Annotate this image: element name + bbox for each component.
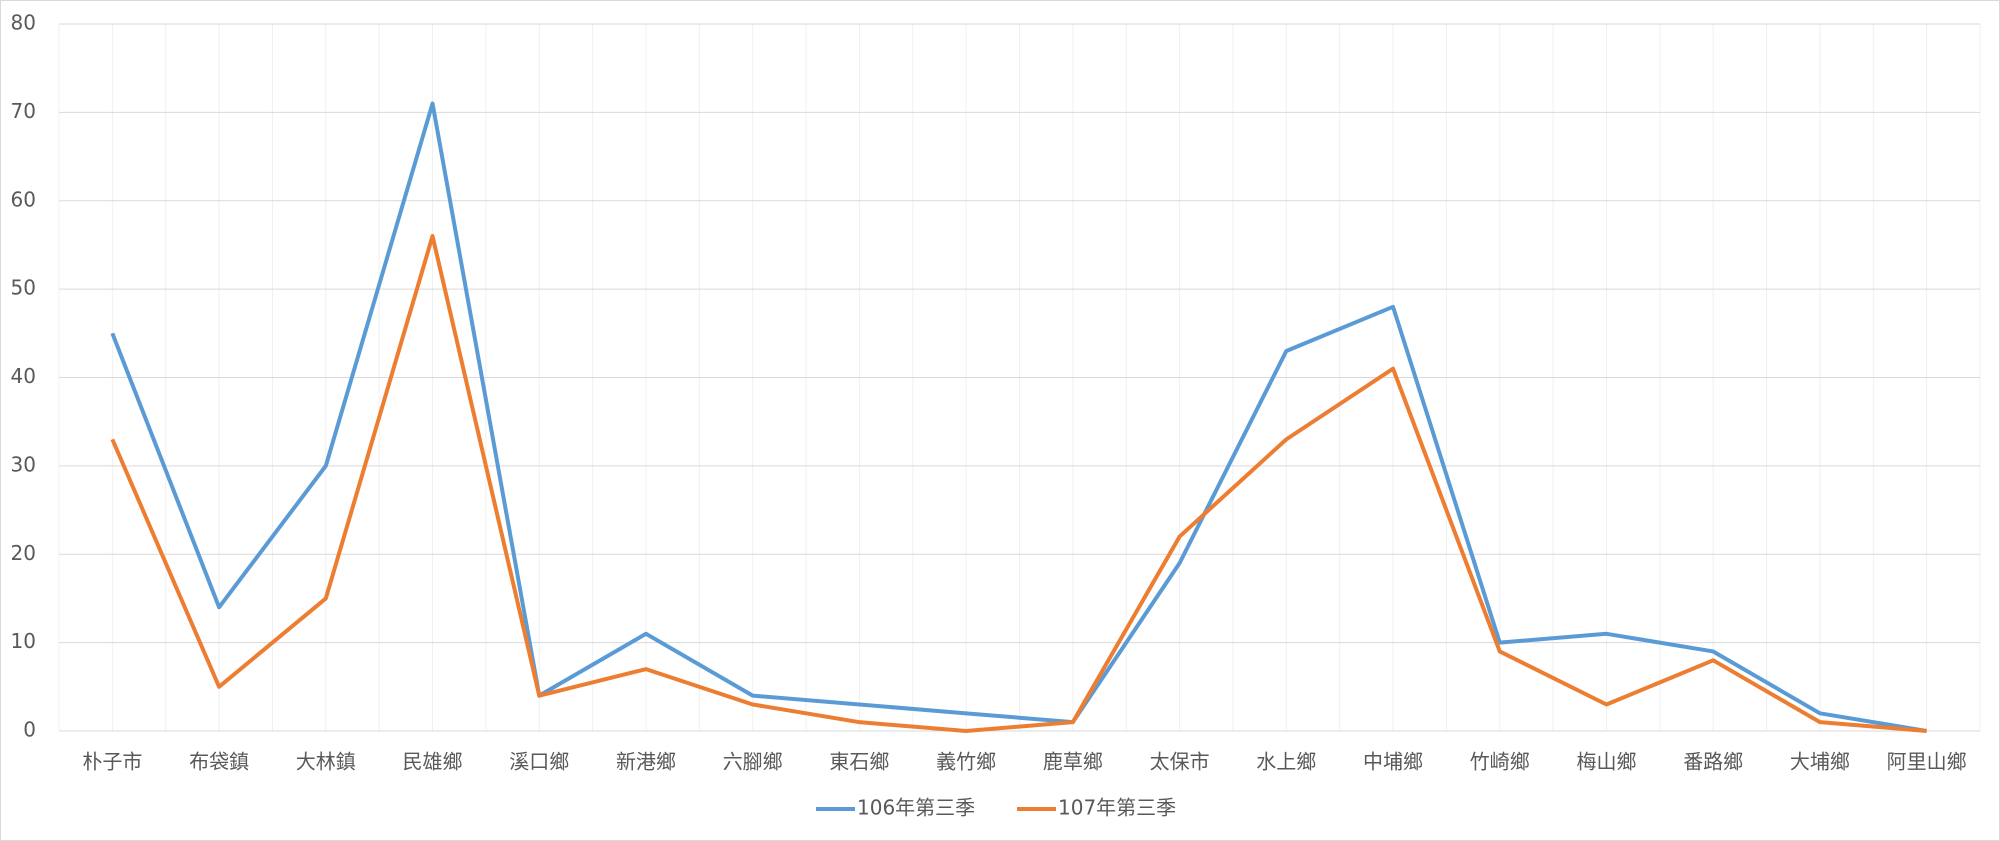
x-tick-label: 竹崎鄉	[1470, 750, 1530, 774]
x-tick-label: 大林鎮	[296, 750, 356, 774]
y-tick-label: 30	[11, 452, 36, 476]
series-line	[110, 101, 1927, 733]
x-tick-label: 番路鄉	[1683, 750, 1743, 774]
x-tick-label: 中埔鄉	[1363, 750, 1423, 774]
y-tick-label: 50	[11, 276, 36, 300]
y-tick-label: 70	[11, 99, 36, 123]
x-tick-label: 水上鄉	[1256, 750, 1316, 774]
y-tick-label: 40	[11, 364, 36, 388]
x-tick-label: 民雄鄉	[403, 750, 463, 774]
x-tick-label: 太保市	[1150, 750, 1210, 774]
legend-label: 107年第三季	[1058, 796, 1176, 820]
x-tick-label: 梅山鄉	[1576, 750, 1636, 774]
y-tick-label: 0	[23, 718, 36, 742]
legend-label: 106年第三季	[857, 796, 975, 820]
series-line	[110, 234, 1927, 733]
x-tick-label: 新港鄉	[616, 750, 676, 774]
y-tick-label: 60	[11, 187, 36, 211]
x-tick-label: 義竹鄉	[936, 750, 996, 774]
x-tick-label: 鹿草鄉	[1043, 750, 1103, 774]
x-tick-label: 朴子市	[82, 750, 142, 774]
x-tick-label: 東石鄉	[829, 750, 889, 774]
y-tick-label: 10	[11, 629, 36, 653]
x-tick-label: 六腳鄉	[723, 750, 783, 774]
x-tick-label: 阿里山鄉	[1887, 750, 1967, 774]
x-tick-label: 布袋鎮	[189, 750, 249, 774]
y-tick-label: 80	[11, 11, 36, 35]
x-tick-label: 大埔鄉	[1790, 750, 1850, 774]
x-tick-label: 溪口鄉	[509, 750, 569, 774]
y-tick-label: 20	[11, 541, 36, 565]
